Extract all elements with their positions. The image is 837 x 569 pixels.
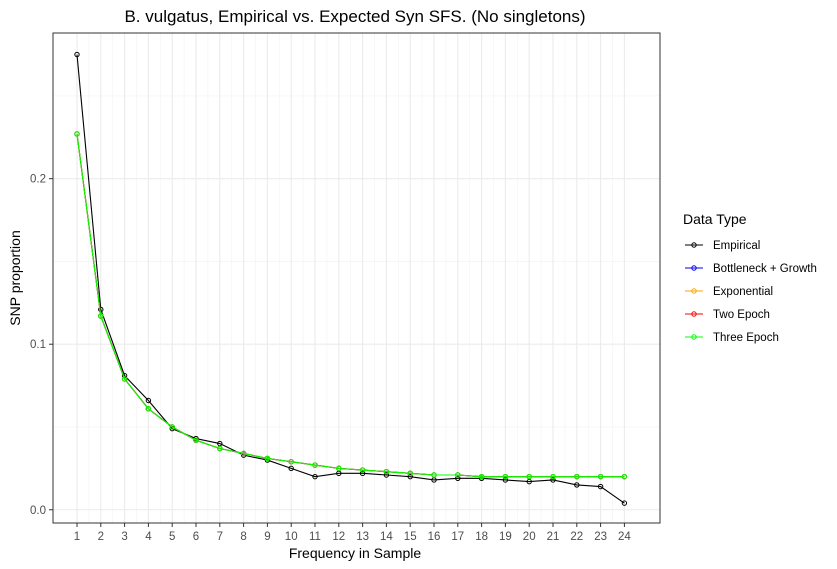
data-point-empirical (597, 483, 604, 490)
legend: Data Type Empirical Bottleneck + Growth Ex… (683, 211, 817, 344)
x-tick-label: 22 (570, 531, 583, 543)
x-tick-label: 14 (380, 531, 393, 543)
legend-label-two-epoch: Two Epoch (713, 309, 770, 321)
x-axis: 1 2 3 4 5 6 7 8 9 10 11 12 13 14 15 16 17 18 19 20 21 22 23 24 (74, 523, 631, 543)
data-point-empirical (550, 477, 556, 483)
x-axis-title: Frequency in Sample (289, 545, 422, 561)
x-tick-label: 16 (428, 531, 441, 543)
data-point-three-epoch (502, 473, 509, 480)
x-tick-label: 20 (523, 531, 536, 543)
data-point-empirical (526, 478, 532, 485)
data-point-three-epoch (550, 473, 556, 480)
legend-key-point-exponential (691, 288, 697, 294)
x-tick-label: 10 (285, 531, 298, 543)
data-point-three-epoch (431, 472, 437, 478)
legend-title: Data Type (683, 211, 747, 227)
y-tick-label: 0.1 (30, 339, 46, 351)
data-point-empirical (574, 482, 580, 488)
legend-label-empirical: Empirical (713, 240, 760, 252)
x-tick-label: 11 (309, 531, 321, 543)
y-axis: 0.0 0.1 0.2 (30, 174, 53, 517)
data-point-empirical (455, 475, 461, 482)
x-tick-label: 12 (332, 531, 345, 543)
data-point-three-epoch (169, 424, 175, 430)
data-point-three-epoch (526, 473, 532, 480)
plot-panel (53, 33, 660, 523)
x-tick-label: 15 (404, 531, 417, 543)
x-tick-label: 18 (475, 531, 488, 543)
series-line-three-epoch (76, 133, 625, 478)
legend-key-point-bottleneck-growth (691, 265, 697, 271)
data-point-three-epoch (407, 470, 413, 477)
data-point-empirical (431, 477, 437, 483)
data-point-three-epoch (121, 376, 128, 382)
x-tick-label: 3 (121, 531, 127, 543)
x-tick-label: 4 (145, 531, 152, 543)
chart-title: B. vulgatus, Empirical vs. Expected Syn … (124, 7, 585, 26)
series-layer (74, 51, 628, 506)
data-point-three-epoch (478, 473, 485, 480)
series-three-epoch (74, 131, 628, 480)
data-point-empirical (312, 473, 318, 480)
data-point-empirical (407, 473, 413, 480)
data-point-three-epoch (359, 467, 366, 473)
x-tick-label: 17 (451, 531, 464, 543)
x-tick-label: 6 (193, 531, 199, 543)
data-point-empirical (288, 465, 294, 472)
y-axis-title: SNP proportion (7, 230, 23, 325)
data-point-empirical (98, 306, 104, 313)
plot-panel-border (52, 32, 661, 524)
data-point-three-epoch (217, 445, 223, 452)
grid-lines (53, 33, 660, 523)
data-point-empirical (502, 477, 509, 483)
data-point-three-epoch (193, 437, 199, 443)
legend-label-three-epoch: Three Epoch (713, 332, 779, 344)
x-tick-label: 13 (356, 531, 369, 543)
data-point-empirical (359, 470, 366, 477)
data-point-three-epoch (574, 473, 580, 480)
legend-key-point-two-epoch (691, 311, 697, 317)
legend-key-point-empirical (691, 242, 697, 248)
data-point-three-epoch (312, 462, 318, 468)
x-tick-label: 19 (499, 531, 512, 543)
data-point-three-epoch (145, 406, 152, 412)
data-point-empirical (336, 470, 342, 477)
x-tick-label: 1 (74, 531, 80, 543)
data-point-empirical (145, 397, 152, 404)
data-point-three-epoch (383, 468, 390, 475)
data-point-three-epoch (336, 465, 342, 472)
x-tick-label: 9 (264, 531, 270, 543)
x-tick-label: 5 (169, 531, 175, 543)
data-point-empirical (621, 500, 628, 506)
x-tick-label: 2 (98, 531, 104, 543)
x-tick-label: 7 (217, 531, 223, 543)
y-tick-label: 0.0 (30, 505, 46, 517)
data-point-empirical (217, 440, 223, 447)
data-point-three-epoch (597, 473, 604, 480)
y-tick-label: 0.2 (30, 174, 46, 186)
data-point-three-epoch (240, 450, 247, 457)
legend-label-exponential: Exponential (713, 286, 773, 298)
x-tick-label: 8 (240, 531, 246, 543)
data-point-three-epoch (621, 473, 628, 480)
data-point-empirical (383, 472, 390, 478)
x-tick-label: 21 (547, 531, 560, 543)
data-point-three-epoch (74, 131, 80, 137)
data-point-three-epoch (264, 455, 271, 462)
data-point-three-epoch (455, 472, 461, 478)
x-tick-label: 24 (618, 531, 631, 543)
data-point-empirical (74, 51, 80, 58)
legend-label-bottleneck-growth: Bottleneck + Growth (713, 263, 817, 275)
data-point-three-epoch (288, 459, 294, 465)
data-point-three-epoch (98, 313, 104, 319)
legend-key-point-three-epoch (691, 334, 697, 340)
x-tick-label: 23 (594, 531, 607, 543)
